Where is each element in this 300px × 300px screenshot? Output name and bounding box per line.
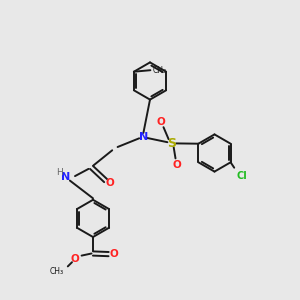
Text: O: O: [106, 178, 115, 188]
Text: O: O: [156, 116, 165, 127]
Text: N: N: [61, 172, 70, 182]
Text: O: O: [109, 249, 118, 259]
Text: CH₃: CH₃: [50, 267, 64, 276]
Text: H: H: [57, 168, 63, 177]
Text: S: S: [167, 137, 176, 150]
Text: CH₃: CH₃: [152, 66, 167, 75]
Text: Cl: Cl: [236, 171, 247, 181]
Text: O: O: [70, 254, 79, 264]
Text: N: N: [139, 131, 148, 142]
Text: O: O: [172, 160, 181, 170]
